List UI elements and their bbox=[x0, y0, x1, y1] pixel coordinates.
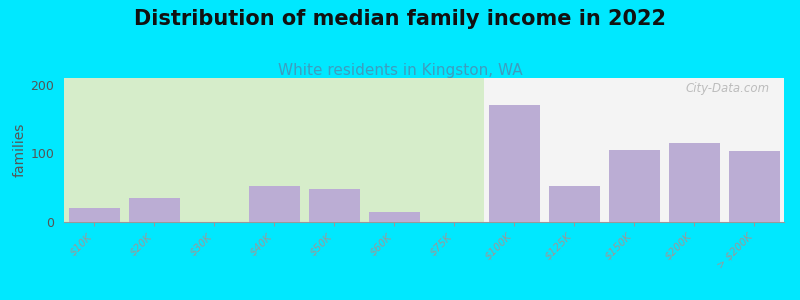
Bar bbox=[129, 198, 179, 222]
Bar bbox=[249, 186, 299, 222]
Bar bbox=[309, 189, 359, 222]
Bar bbox=[729, 152, 779, 222]
Text: Distribution of median family income in 2022: Distribution of median family income in … bbox=[134, 9, 666, 29]
Bar bbox=[69, 208, 119, 222]
Bar bbox=[369, 212, 419, 222]
Bar bbox=[64, 78, 484, 222]
Y-axis label: families: families bbox=[12, 123, 26, 177]
Text: City-Data.com: City-Data.com bbox=[686, 82, 770, 95]
Bar bbox=[669, 143, 719, 222]
Bar bbox=[549, 186, 599, 222]
Bar bbox=[489, 105, 539, 222]
Text: White residents in Kingston, WA: White residents in Kingston, WA bbox=[278, 63, 522, 78]
Bar bbox=[609, 150, 659, 222]
